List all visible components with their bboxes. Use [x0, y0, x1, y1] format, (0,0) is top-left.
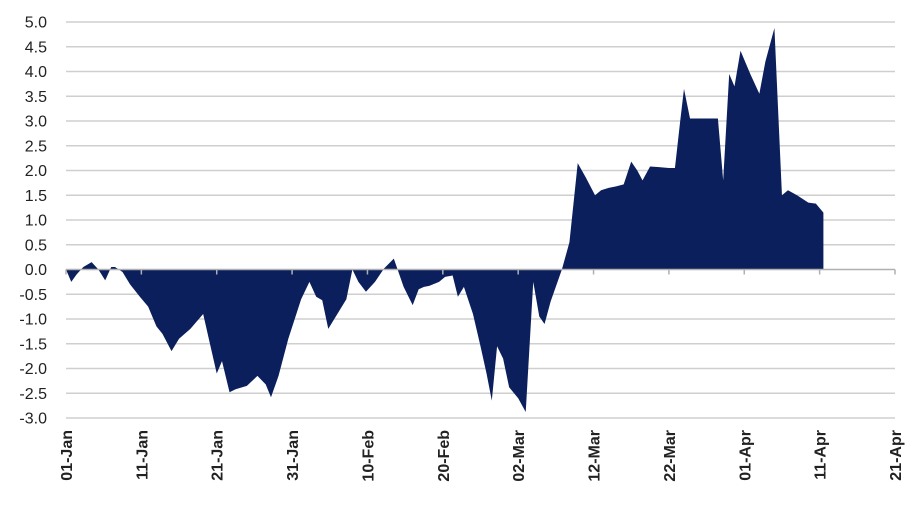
x-tick-label: 02-Mar: [511, 430, 528, 482]
y-tick-label: 4.5: [25, 39, 47, 56]
x-tick-label: 01-Jan: [59, 430, 76, 481]
x-tick-label: 21-Apr: [888, 430, 905, 481]
x-tick-label: 31-Jan: [285, 430, 302, 481]
x-tick-label: 12-Mar: [587, 430, 604, 482]
y-tick-label: 5.0: [25, 15, 47, 32]
series-area-value: [66, 27, 824, 413]
y-tick-label: 1.0: [25, 213, 47, 230]
y-tick-label: 0.5: [25, 237, 47, 254]
x-tick-label: 10-Feb: [360, 430, 377, 482]
x-axis-ticks: 01-Jan 11-Jan 21-Jan 31-Jan 10-Feb 20-Feb 02-M…: [59, 430, 905, 482]
y-tick-label: 3.5: [25, 89, 47, 106]
x-tick-label: 20-Feb: [436, 430, 453, 482]
y-axis-ticks: 5.0 4.5 4.0 3.5 3.0 2.5 2.0 1.5 1.0 0.5 0.0 -0.5 -1.…: [19, 15, 47, 428]
y-tick-label: 2.5: [25, 138, 47, 155]
y-tick-label: 1.5: [25, 188, 47, 205]
y-tick-label: -2.0: [19, 361, 47, 378]
series-layer: [66, 27, 824, 413]
y-tick-label: -3.0: [19, 411, 47, 428]
x-tick-label: 11-Apr: [813, 430, 830, 480]
x-tick-label: 22-Mar: [662, 430, 679, 482]
x-tick-label: 21-Jan: [210, 430, 227, 481]
y-tick-label: 3.0: [25, 114, 47, 131]
y-tick-label: -1.5: [19, 336, 47, 353]
y-tick-label: 0.0: [25, 262, 47, 279]
x-tick-label: 01-Apr: [737, 430, 754, 481]
y-tick-label: 2.0: [25, 163, 47, 180]
y-tick-label: -2.5: [19, 386, 47, 403]
zero-axis: [65, 268, 896, 275]
x-tick-label: 11-Jan: [134, 430, 151, 480]
y-tick-label: -1.0: [19, 312, 47, 329]
y-tick-label: 4.0: [25, 64, 47, 81]
y-tick-label: -0.5: [19, 287, 47, 304]
